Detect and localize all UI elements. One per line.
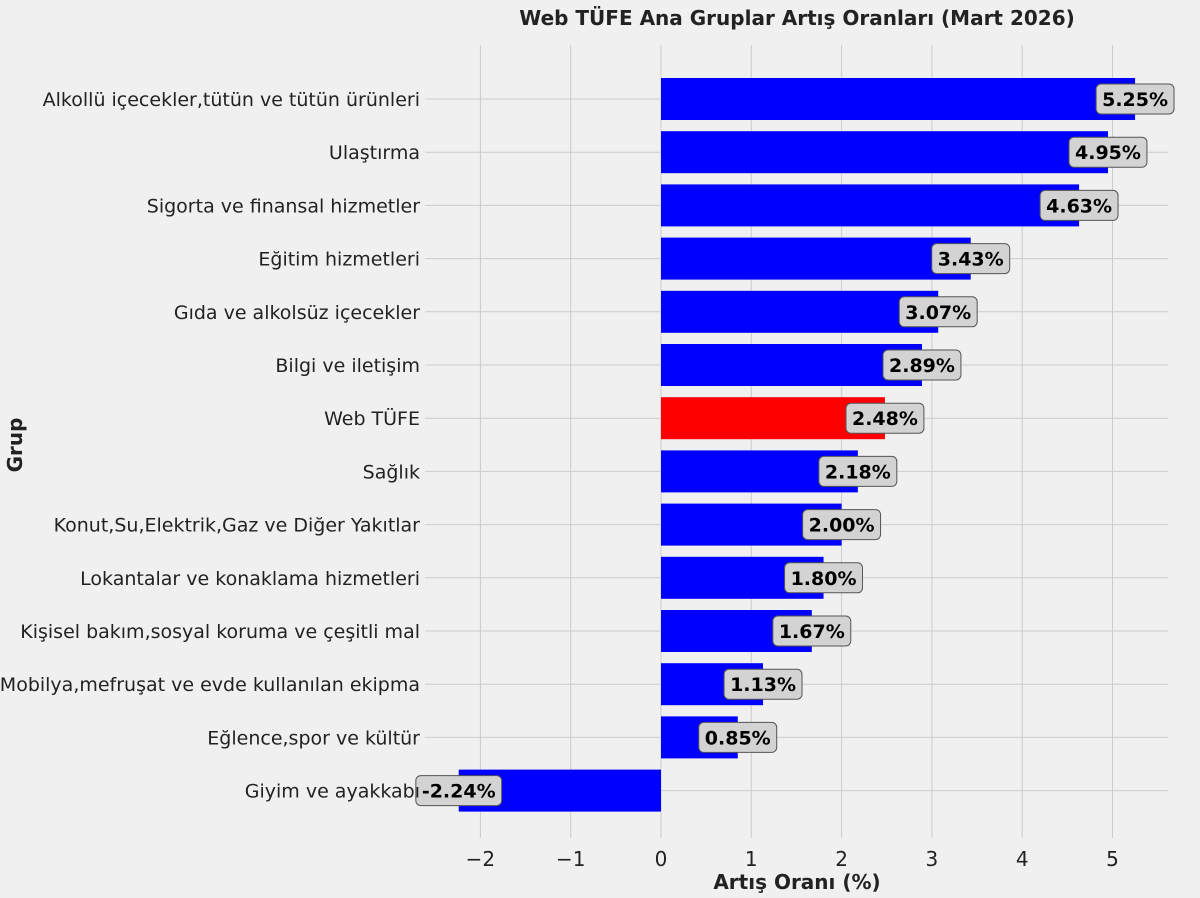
category-label: Sigorta ve finansal hizmetler bbox=[147, 195, 420, 217]
bar bbox=[661, 184, 1080, 227]
data-label-box bbox=[882, 349, 962, 381]
data-label: 4.95% bbox=[1075, 142, 1141, 164]
bar bbox=[661, 290, 939, 333]
data-label: 4.63% bbox=[1046, 195, 1112, 217]
category-label: Eğlence,spor ve kültür bbox=[207, 727, 420, 749]
data-label-box bbox=[845, 402, 925, 434]
category-label: Sağlık bbox=[363, 461, 420, 483]
data-label-box bbox=[723, 668, 803, 700]
category-label: Eğitim hizmetleri bbox=[258, 249, 420, 271]
chart-title: Web TÜFE Ana Gruplar Artış Oranları (Mar… bbox=[519, 6, 1075, 30]
data-label: 3.07% bbox=[905, 302, 971, 324]
data-label-box bbox=[1068, 136, 1148, 168]
data-label: 2.48% bbox=[852, 408, 918, 430]
data-label-box bbox=[898, 296, 978, 328]
data-label: 1.13% bbox=[730, 674, 796, 696]
category-label: Lokantalar ve konaklama hizmetleri bbox=[80, 568, 420, 590]
x-tick-label: 1 bbox=[745, 847, 758, 871]
x-tick-label: 2 bbox=[835, 847, 848, 871]
x-tick-label: 3 bbox=[926, 847, 939, 871]
x-tick-label: −1 bbox=[556, 847, 585, 871]
data-label: 3.43% bbox=[938, 249, 1004, 271]
x-tick-label: 0 bbox=[655, 847, 668, 871]
data-label-box bbox=[802, 509, 882, 541]
data-label: 1.80% bbox=[791, 568, 857, 590]
data-label: 2.00% bbox=[809, 515, 875, 537]
category-label: Gıda ve alkolsüz içecekler bbox=[174, 302, 420, 324]
data-label-box bbox=[415, 775, 503, 807]
data-label: 0.85% bbox=[705, 727, 771, 749]
data-label-box bbox=[772, 615, 852, 647]
bar bbox=[661, 78, 1136, 120]
data-label-box bbox=[1039, 189, 1119, 221]
category-label: Kişisel bakım,sosyal koruma ve çeşitli m… bbox=[20, 621, 420, 643]
data-label-box bbox=[698, 721, 778, 753]
bar bbox=[661, 344, 922, 386]
data-label: 1.67% bbox=[779, 621, 845, 643]
x-tick-label: 5 bbox=[1106, 847, 1119, 871]
category-label: Alkollü içecekler,tütün ve tütün ürünler… bbox=[43, 89, 420, 111]
bar bbox=[661, 237, 971, 280]
data-label: 5.25% bbox=[1102, 89, 1168, 111]
x-tick-label: 4 bbox=[1016, 847, 1029, 871]
data-label-box bbox=[931, 243, 1011, 275]
x-tick-label: −2 bbox=[466, 847, 495, 871]
category-label: Mobilya,mefruşat ve evde kullanılan ekip… bbox=[0, 674, 420, 696]
bar bbox=[661, 131, 1108, 174]
data-label-box bbox=[784, 562, 864, 594]
data-label-box bbox=[1095, 83, 1175, 115]
data-label: 2.18% bbox=[825, 461, 891, 483]
data-label: 2.89% bbox=[889, 355, 955, 377]
category-label: Konut,Su,Elektrik,Gaz ve Diğer Yakıtlar bbox=[54, 515, 421, 537]
category-label: Ulaştırma bbox=[329, 142, 420, 164]
data-label: -2.24% bbox=[422, 781, 496, 803]
data-label-box bbox=[818, 455, 898, 487]
category-label: Web TÜFE bbox=[324, 407, 420, 430]
y-axis-label: Grup bbox=[3, 418, 27, 473]
data-label-layer: 5.25% 4.95% 4.63% 3.43% 3.07% 2.89% 2.48% 2.18%… bbox=[415, 83, 1175, 807]
x-axis-label: Artış Oranı (%) bbox=[713, 870, 880, 894]
category-label: Giyim ve ayakkabı bbox=[245, 781, 420, 803]
category-label: Bilgi ve iletişim bbox=[275, 355, 420, 377]
tick-layer: −2 −1 0 1 2 3 4 5 Alkollü içecekler,tütün ve tüt… bbox=[0, 89, 1119, 871]
